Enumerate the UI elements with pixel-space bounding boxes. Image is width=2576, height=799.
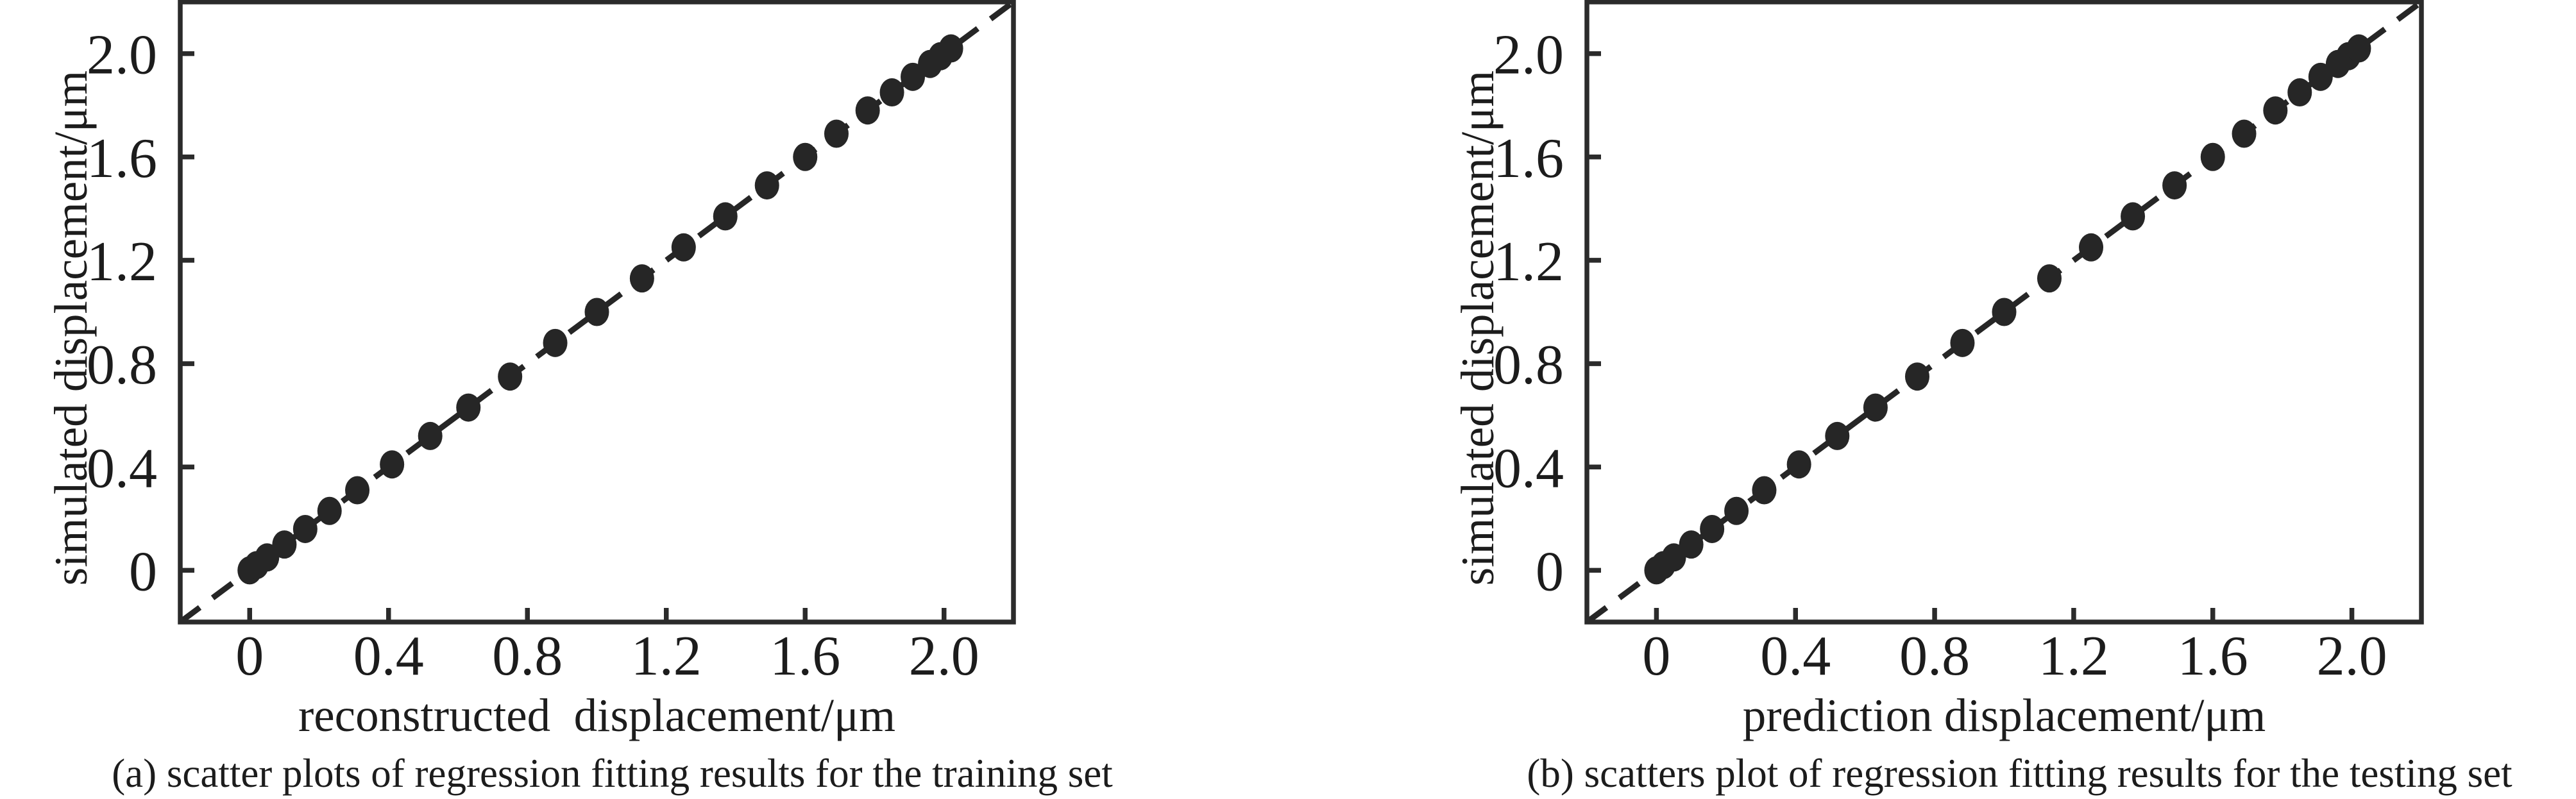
data-point (901, 62, 926, 91)
data-point (754, 171, 779, 200)
x-tick-label: 0.4 (1760, 625, 1831, 687)
y-tick-label: 1.6 (87, 128, 157, 190)
points-group (1644, 34, 2371, 585)
y-tick-label: 0 (129, 541, 157, 603)
y-tick-label: 1.2 (87, 231, 157, 293)
data-point (793, 142, 818, 171)
y-axis-label: simulated displacement/μm (1452, 71, 1504, 585)
y-tick-label: 2.0 (87, 24, 157, 87)
y-tick-label: 0.8 (87, 334, 157, 396)
data-point (584, 298, 609, 326)
y-tick-label: 1.2 (1493, 231, 1564, 293)
x-tick-label: 1.2 (2038, 625, 2109, 687)
data-point (824, 119, 849, 148)
data-point (2121, 202, 2146, 231)
y-axis-label: simulated displacement/μm (45, 71, 97, 585)
data-point (317, 496, 342, 525)
x-tick-label: 0.4 (353, 625, 424, 687)
x-tick-label: 0 (235, 625, 264, 687)
x-tick-label: 0.8 (1899, 625, 1970, 687)
data-point (1661, 543, 1686, 572)
data-point (2200, 142, 2225, 171)
data-point (2079, 233, 2104, 262)
data-point (543, 328, 568, 357)
data-point (498, 362, 523, 391)
data-point (2162, 171, 2187, 200)
data-point (2232, 119, 2257, 148)
y-tick-label: 0.4 (87, 437, 157, 500)
data-point (2308, 62, 2333, 91)
x-tick-label: 0.8 (492, 625, 563, 687)
panel-caption: (a) scatter plots of regression fitting … (112, 751, 1113, 796)
data-point (1904, 362, 1929, 391)
data-point (292, 514, 318, 543)
x-tick-label: 1.2 (631, 625, 702, 687)
panel-a: 0 0.4 0.8 1.2 1.6 2.0 0 0.4 0.8 1.2 1.6 2.0 reconstr… (45, 0, 1113, 796)
x-tick-label: 1.6 (770, 625, 840, 687)
data-point (1863, 393, 1888, 422)
x-tick-label: 2.0 (2317, 625, 2387, 687)
panel-caption: (b) scatters plot of regression fitting … (1527, 751, 2512, 796)
plot-box (1584, 0, 2424, 625)
data-point (1679, 530, 1704, 559)
data-point (629, 264, 654, 293)
x-axis-label: reconstructed displacement/μm (298, 689, 895, 741)
data-point (879, 78, 904, 107)
data-point (855, 96, 880, 125)
y-tick-label: 0 (1536, 541, 1564, 603)
data-point (1992, 298, 2017, 326)
y-tick-label: 2.0 (1493, 24, 1564, 87)
data-point (2287, 78, 2312, 107)
data-point (1786, 450, 1811, 479)
data-point (380, 450, 405, 479)
data-point (2037, 264, 2062, 293)
plot-box (178, 0, 1016, 625)
data-point (255, 543, 280, 572)
data-point (938, 34, 963, 63)
data-point (272, 530, 297, 559)
x-tick-label: 1.6 (2178, 625, 2248, 687)
data-point (1950, 328, 1975, 357)
y-tick-label: 0.4 (1493, 437, 1564, 500)
points-group (237, 34, 963, 585)
data-point (1700, 514, 1725, 543)
data-point (1825, 421, 1850, 450)
data-point (713, 202, 738, 231)
data-point (1752, 476, 1777, 505)
panel-b: 0 0.4 0.8 1.2 1.6 2.0 0 0.4 0.8 1.2 1.6 2.0 predicti… (1452, 0, 2512, 796)
data-point (418, 421, 443, 450)
y-tick-label: 0.8 (1493, 334, 1564, 396)
data-point (1724, 496, 1749, 525)
data-point (671, 233, 696, 262)
x-axis-label: prediction displacement/μm (1743, 689, 2266, 741)
data-point (2263, 96, 2288, 125)
data-point (345, 476, 370, 505)
x-tick-label: 2.0 (909, 625, 979, 687)
y-tick-label: 1.6 (1493, 128, 1564, 190)
x-tick-label: 0 (1642, 625, 1670, 687)
data-point (456, 393, 481, 422)
data-point (2346, 34, 2371, 63)
